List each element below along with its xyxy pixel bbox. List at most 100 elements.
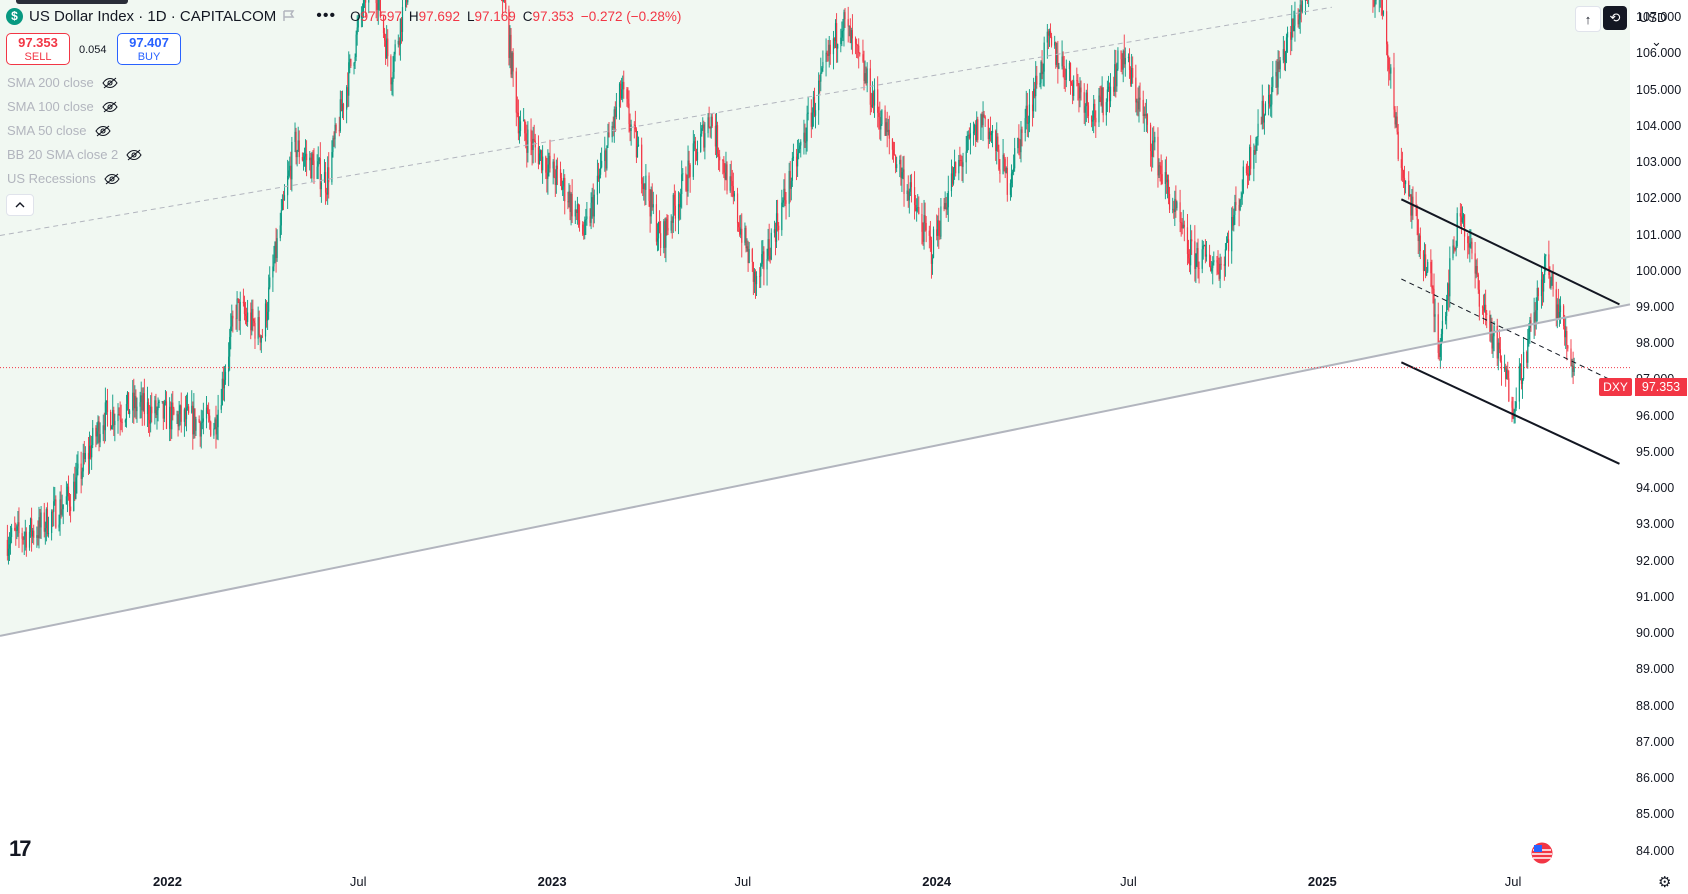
- eye-hidden-icon[interactable]: [94, 125, 111, 137]
- candle: [1272, 61, 1274, 93]
- candle: [598, 168, 601, 194]
- candle: [216, 414, 218, 440]
- candle: [406, 0, 408, 8]
- candle: [560, 172, 563, 191]
- candle: [1433, 273, 1435, 333]
- candle: [247, 299, 249, 327]
- candle: [1234, 194, 1236, 225]
- candle: [850, 27, 852, 50]
- eye-hidden-icon[interactable]: [102, 101, 118, 113]
- candle: [296, 149, 298, 167]
- eye-hidden-icon[interactable]: [102, 77, 118, 89]
- candle: [1256, 136, 1258, 152]
- buy-button[interactable]: 97.407 BUY: [117, 33, 181, 65]
- currency-select[interactable]: USD ⌄: [1631, 6, 1688, 49]
- candle: [362, 0, 365, 19]
- indicator-bb[interactable]: BB 20 SMA close 2: [7, 147, 142, 162]
- candle: [1123, 34, 1125, 68]
- candle: [1168, 186, 1171, 214]
- falling-channel-mid-line[interactable]: [1401, 278, 1620, 385]
- candle: [74, 466, 76, 501]
- rising-channel-lower-line[interactable]: [0, 303, 1631, 637]
- sell-button[interactable]: 97.353 SELL: [6, 33, 70, 65]
- candle: [254, 317, 256, 350]
- candle: [775, 200, 778, 248]
- candle: [1521, 378, 1524, 399]
- candle: [1511, 396, 1513, 423]
- candle: [172, 391, 174, 421]
- candle: [97, 415, 99, 444]
- more-icon[interactable]: •••: [316, 7, 337, 24]
- candle: [723, 156, 725, 179]
- candle: [844, 8, 846, 28]
- candle: [1195, 253, 1197, 284]
- candle: [677, 191, 680, 235]
- candle: [1418, 233, 1420, 257]
- candle: [902, 156, 904, 180]
- indicator-us-recessions[interactable]: US Recessions: [7, 171, 120, 186]
- candle: [1191, 230, 1193, 255]
- eye-hidden-icon[interactable]: [104, 173, 120, 185]
- candle: [1013, 154, 1015, 176]
- us-flag-events-icon[interactable]: [1530, 842, 1554, 864]
- candle: [1146, 113, 1149, 134]
- candle: [162, 400, 164, 430]
- candle: [922, 222, 924, 246]
- candle: [1076, 67, 1078, 87]
- candle: [1422, 250, 1425, 282]
- settings-icon[interactable]: ⚙: [1658, 874, 1672, 891]
- candle: [1551, 271, 1553, 286]
- candle: [630, 119, 632, 146]
- candle: [710, 113, 712, 139]
- tradingview-logo[interactable]: 17: [9, 836, 32, 861]
- symbol-title[interactable]: US Dollar Index · 1D · CAPITALCOM: [29, 7, 277, 25]
- candle: [184, 395, 187, 427]
- candle: [6, 524, 8, 561]
- price-axis-label: 98.000: [1636, 336, 1675, 351]
- candle: [907, 175, 909, 208]
- candle: [965, 135, 967, 174]
- candle: [333, 131, 335, 147]
- candle: [1180, 212, 1182, 237]
- collapse-legend-button[interactable]: [6, 194, 34, 216]
- buy-price: 97.407: [129, 35, 169, 50]
- time-axis-label: Jul: [1504, 874, 1522, 889]
- candle: [597, 162, 600, 182]
- candle: [319, 142, 321, 197]
- indicator-sma-50[interactable]: SMA 50 close: [7, 123, 111, 138]
- eye-hidden-icon[interactable]: [126, 149, 142, 161]
- indicator-sma-200[interactable]: SMA 200 close: [7, 75, 118, 90]
- auto-scale-button[interactable]: ⟲: [1603, 6, 1627, 30]
- candle: [1431, 259, 1433, 294]
- candle: [1566, 326, 1568, 361]
- candle: [512, 48, 514, 87]
- candle: [31, 507, 33, 552]
- indicator-sma-100[interactable]: SMA 100 close: [7, 99, 118, 114]
- candle: [540, 149, 543, 174]
- symbol-legend[interactable]: $ US Dollar Index · 1D · CAPITALCOM ••• …: [6, 7, 681, 25]
- candle: [665, 217, 667, 263]
- rising-channel-mid-line[interactable]: [0, 6, 1332, 237]
- candle: [1271, 77, 1273, 118]
- candle: [837, 43, 839, 63]
- candle: [1491, 317, 1493, 354]
- candle: [1069, 62, 1072, 95]
- candle: [1541, 271, 1544, 306]
- candle: [1396, 105, 1398, 135]
- candle: [910, 173, 913, 203]
- candle: [968, 127, 970, 140]
- candle: [584, 216, 586, 240]
- candle: [1084, 103, 1086, 126]
- candle: [1196, 242, 1198, 267]
- falling-channel-lower-line[interactable]: [1400, 361, 1620, 465]
- scroll-to-realtime-button[interactable]: ↑: [1575, 6, 1601, 32]
- trend-lines[interactable]: [0, 6, 1631, 637]
- candle: [391, 77, 393, 96]
- falling-channel-upper-line[interactable]: [1400, 198, 1620, 306]
- candle: [21, 527, 23, 553]
- candle: [1065, 59, 1067, 88]
- candle: [952, 167, 955, 186]
- indicator-label: SMA 50 close: [7, 123, 87, 138]
- flag-icon[interactable]: [282, 10, 296, 22]
